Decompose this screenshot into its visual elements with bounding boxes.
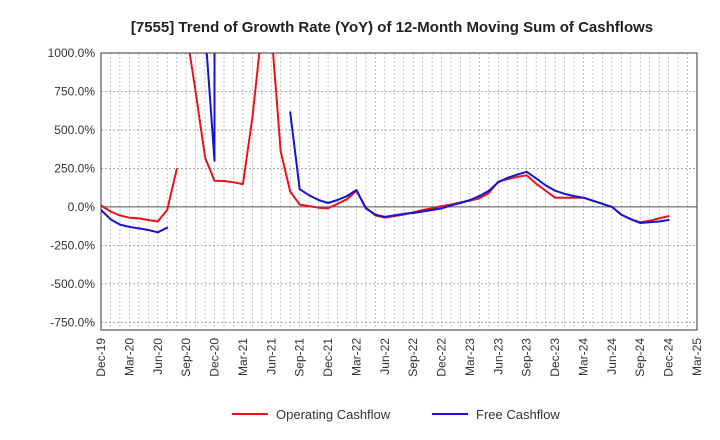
x-tick-label: Sep-22: [406, 338, 420, 377]
x-tick-label: Jun-22: [378, 338, 392, 375]
x-tick-label: Mar-20: [122, 338, 136, 376]
x-tick-label: Mar-22: [349, 338, 363, 376]
x-tick-label: Dec-23: [548, 338, 562, 377]
x-tick-label: Dec-24: [662, 338, 676, 377]
grid-layer: [101, 52, 697, 330]
x-axis-ticks: Dec-19 Mar-20 Jun-20 Sep-20 Dec-20 Mar-21 Jun-…: [94, 338, 704, 377]
series-line: [188, 53, 261, 186]
y-tick-label: 250.0%: [54, 161, 95, 175]
series-line: [205, 53, 216, 162]
x-tick-label: Mar-21: [236, 338, 250, 376]
x-tick-label: Sep-24: [633, 338, 647, 377]
x-tick-label: Dec-20: [208, 338, 222, 377]
legend-label: Operating Cashflow: [276, 407, 391, 422]
x-tick-label: Sep-20: [179, 338, 193, 377]
y-tick-label: 750.0%: [54, 84, 95, 98]
x-tick-label: Jun-23: [491, 338, 505, 375]
legend-label: Free Cashflow: [476, 407, 560, 422]
series-line: [101, 168, 178, 223]
y-tick-label: 500.0%: [54, 123, 95, 137]
x-tick-label: Sep-23: [520, 338, 534, 377]
plot-frame-layer: [100, 52, 698, 331]
x-tick-label: Sep-21: [293, 338, 307, 377]
x-tick-label: Dec-21: [321, 338, 335, 377]
series-layer: [101, 53, 670, 234]
x-tick-label: Dec-19: [94, 338, 108, 377]
x-tick-label: Jun-21: [264, 338, 278, 375]
y-tick-label: 1000.0%: [48, 46, 96, 60]
y-tick-label: -500.0%: [50, 277, 95, 291]
x-tick-label: Mar-24: [576, 338, 590, 376]
x-tick-label: Mar-25: [690, 338, 704, 376]
series-line: [101, 209, 169, 234]
y-tick-label: -750.0%: [50, 315, 95, 329]
legend: Operating Cashflow Free Cashflow: [232, 407, 560, 422]
y-tick-label: 0.0%: [68, 200, 96, 214]
series-free-cashflow: [101, 53, 670, 234]
x-tick-label: Jun-20: [151, 338, 165, 375]
y-axis-ticks: 1000.0% 750.0% 500.0% 250.0% 0.0% -250.0% -500…: [48, 46, 96, 329]
x-tick-label: Mar-23: [463, 338, 477, 376]
x-tick-label: Jun-24: [605, 338, 619, 375]
y-tick-label: -250.0%: [50, 238, 95, 252]
chart-title: [7555] Trend of Growth Rate (YoY) of 12-…: [131, 19, 653, 36]
plot-frame: [100, 52, 698, 331]
series-line: [289, 111, 670, 224]
x-tick-label: Dec-22: [435, 338, 449, 377]
